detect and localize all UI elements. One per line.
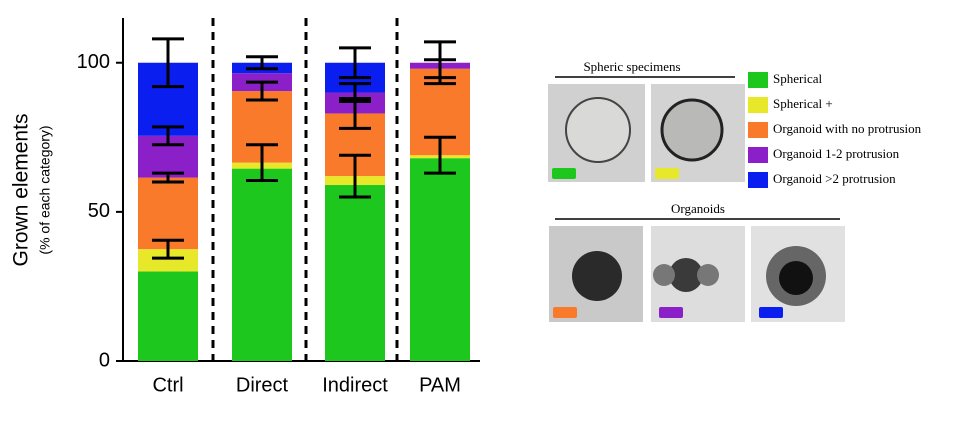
error-bar [246,143,278,183]
image-tag [552,168,576,179]
specimen [653,264,675,286]
error-bar [152,238,184,260]
specimen [660,98,724,162]
image-tag [553,307,577,318]
y-axis-sublabel: (% of each category) [37,125,53,254]
error-bar [152,171,184,184]
legend-swatch [748,147,768,163]
legend-label: Organoid 1-2 protrusion [773,146,900,161]
x-tick-label: Indirect [322,374,388,396]
image-tag [655,168,679,179]
specimen [669,258,703,292]
legend-label: Spherical [773,71,822,86]
error-bar [424,40,456,86]
error-bar [339,153,371,199]
bar-segment [325,185,385,361]
error-bar [152,125,184,147]
legend-swatch [748,97,768,113]
specimen [572,251,622,301]
image-tag [659,307,683,318]
error-bar [246,55,278,71]
legend-label: Spherical + [773,96,833,111]
error-bar [424,135,456,175]
x-tick-label: Ctrl [152,374,183,396]
bar-segment [138,249,198,272]
bar-segment [138,271,198,361]
separators [211,18,399,360]
specimen [565,97,631,163]
error-bar [246,80,278,102]
image-group-title: Organoids [671,201,725,216]
bar-segment [410,158,470,361]
y-tick-label: 100 [77,51,110,73]
y-tick-label: 50 [88,200,110,222]
error-bar [152,37,184,89]
error-bar [339,82,371,104]
legend-swatch [748,172,768,188]
x-tick-label: PAM [419,374,461,396]
error-bar [339,46,371,80]
specimen [697,264,719,286]
micrographs [548,84,845,322]
legend-swatch [748,122,768,138]
y-tick-label: 0 [99,349,110,371]
image-tag [759,307,783,318]
specimen [779,261,813,295]
legend-label: Organoid >2 protrusion [773,171,896,186]
x-tick-label: Direct [236,374,289,396]
legend-swatch [748,72,768,88]
y-axis-label: Grown elements [10,114,33,267]
image-group-title: Spheric specimens [583,59,680,74]
legend-label: Organoid with no protrusion [773,121,922,136]
bar-segment [138,177,198,250]
bar-segment [232,168,292,361]
